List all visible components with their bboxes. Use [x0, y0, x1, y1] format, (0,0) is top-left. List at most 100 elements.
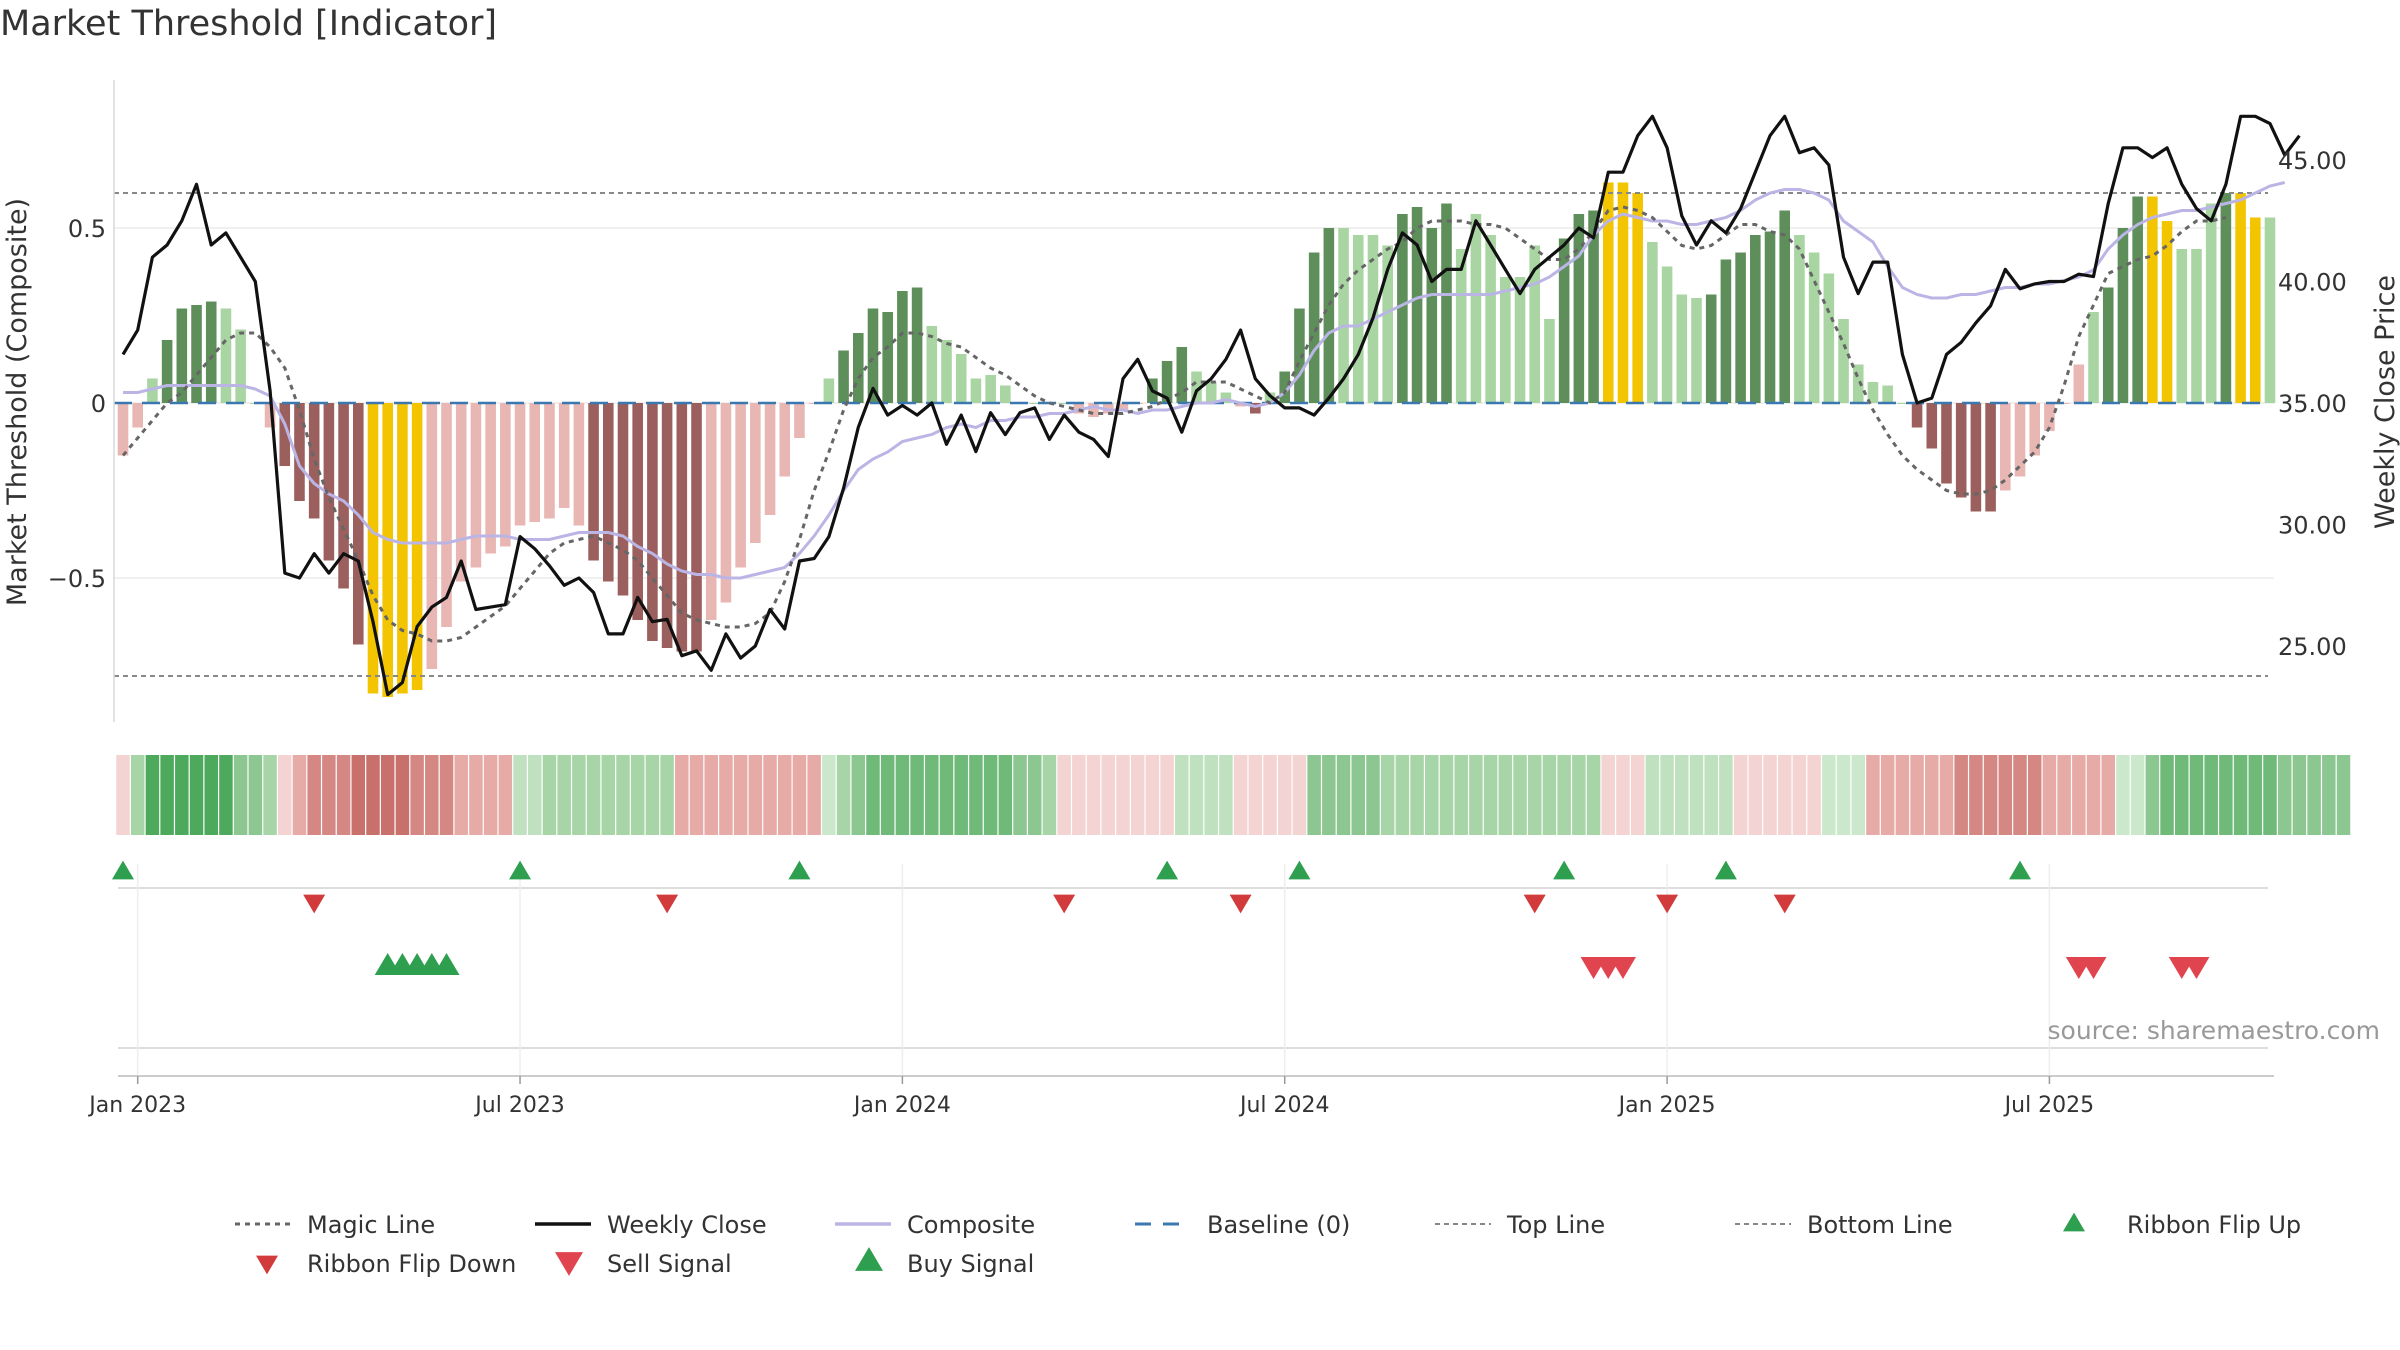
composite-bar [794, 403, 805, 438]
composite-bar [2220, 193, 2232, 403]
composite-bar [1117, 403, 1129, 410]
composite-bar [1882, 385, 1893, 403]
ribbon-cell [792, 755, 807, 835]
legend-label: Baseline (0) [1207, 1211, 1350, 1239]
ribbon-cell [1322, 755, 1336, 835]
composite-bar [2000, 403, 2011, 491]
ribbon-cell [998, 755, 1013, 835]
ribbon-cell [542, 755, 557, 835]
ribbon-cell [116, 755, 130, 835]
composite-bar [2205, 203, 2217, 403]
composite-bar [1602, 182, 1614, 403]
ribbon-flip-up-marker [1288, 860, 1311, 880]
ribbon-cell [1116, 755, 1130, 835]
composite-bar [1441, 203, 1452, 403]
composite-bar [1161, 361, 1173, 403]
composite-bar [1073, 403, 1085, 414]
ribbon-cell [2292, 755, 2307, 835]
composite-bar [2014, 403, 2026, 477]
ribbon-cell [1527, 755, 1542, 835]
ribbon-cell [1616, 755, 1630, 835]
composite-bar [161, 340, 173, 403]
ribbon-cell [219, 755, 233, 835]
composite-bar [1529, 245, 1541, 403]
composite-bar [2176, 249, 2188, 403]
composite-bar [1588, 210, 1599, 403]
composite-bar [838, 350, 849, 403]
composite-bar [1250, 403, 1261, 414]
composite-bar [1220, 392, 1232, 403]
ribbon-cell [1954, 755, 1968, 835]
composite-bar [2161, 221, 2173, 403]
ribbon-cell [1763, 755, 1777, 835]
ribbon-cell [1880, 755, 1895, 835]
x-tick-label: Jul 2025 [2003, 1093, 2095, 1118]
ribbon-cell [895, 755, 910, 835]
ribbon-cell [851, 755, 866, 835]
ribbon-cell [1866, 755, 1880, 835]
composite-bar [823, 378, 835, 403]
ribbon-cell [1483, 755, 1498, 835]
ribbon-cell [1572, 755, 1586, 835]
composite-bar [367, 403, 379, 694]
composite-bar [1000, 385, 1011, 403]
legend-swatch [2063, 1212, 2085, 1232]
composite-bar [176, 308, 188, 403]
composite-bar [2117, 228, 2129, 403]
legend-label: Top Line [1506, 1211, 1605, 1239]
ribbon-cell [939, 755, 954, 835]
ribbon-cell [1925, 755, 1939, 835]
composite-bar [602, 403, 614, 582]
ribbon-cell [969, 755, 983, 835]
composite-bar [1544, 319, 1555, 403]
ribbon-cell [910, 755, 924, 835]
sell-signal-marker [1609, 956, 1636, 980]
ribbon-cell [366, 755, 380, 835]
y-left-tick-label: −0.5 [48, 565, 106, 593]
ribbon-cell [175, 755, 189, 835]
x-axis: Jan 2023 Jul 2023 Jan 2024 Jul 2024 Jan 2025… [87, 1075, 2274, 1118]
ribbon-cell [1675, 755, 1689, 835]
composite-bar [1808, 252, 1820, 403]
ribbon-cell [1307, 755, 1321, 835]
legend-label: Bottom Line [1807, 1211, 1953, 1239]
y-axis-left-label: Market Threshold (Composite) [2, 198, 33, 606]
composite-bar [500, 403, 511, 547]
composite-bars [117, 182, 2276, 697]
ribbon-cell [395, 755, 410, 835]
composite-bar [220, 308, 232, 403]
ribbon-cell [1557, 755, 1571, 835]
y-right-tick-label: 25.00 [2278, 633, 2347, 661]
ribbon-cell [675, 755, 689, 835]
signal-markers [112, 860, 2268, 1076]
composite-bar [2147, 196, 2158, 403]
ribbon-cell [322, 755, 336, 835]
composite-bar [1191, 371, 1202, 403]
ribbon-cell [1630, 755, 1645, 835]
ribbon-cell [866, 755, 880, 835]
ribbon-flip-up-marker [1553, 860, 1576, 880]
composite-bar [426, 403, 438, 669]
ribbon-cell [954, 755, 968, 835]
ribbon-flip-up-marker [112, 860, 134, 880]
composite-bar [911, 287, 923, 403]
ribbon-cell [2322, 755, 2336, 835]
x-tick-label: Jul 2024 [1238, 1093, 1330, 1118]
ribbon-cell [1704, 755, 1718, 835]
composite-bar [514, 403, 526, 526]
ribbon-cell [1263, 755, 1277, 835]
ribbon-cell [1822, 755, 1836, 835]
ribbon-cell [130, 755, 145, 835]
y-right-tick-label: 35.00 [2278, 390, 2347, 418]
ribbon-cell [2336, 755, 2351, 835]
composite-bar [1691, 298, 1702, 403]
composite-bar [1397, 214, 1408, 403]
ribbon-cell [2204, 755, 2218, 835]
ribbon-cell [2130, 755, 2145, 835]
legend-item-buy: Buy Signal [855, 1247, 1034, 1278]
ribbon-cell [1645, 755, 1660, 835]
legend-swatch [555, 1252, 583, 1276]
composite-bar [1779, 210, 1791, 403]
ribbon-cell [777, 755, 792, 835]
ribbon-cell [1939, 755, 1954, 835]
